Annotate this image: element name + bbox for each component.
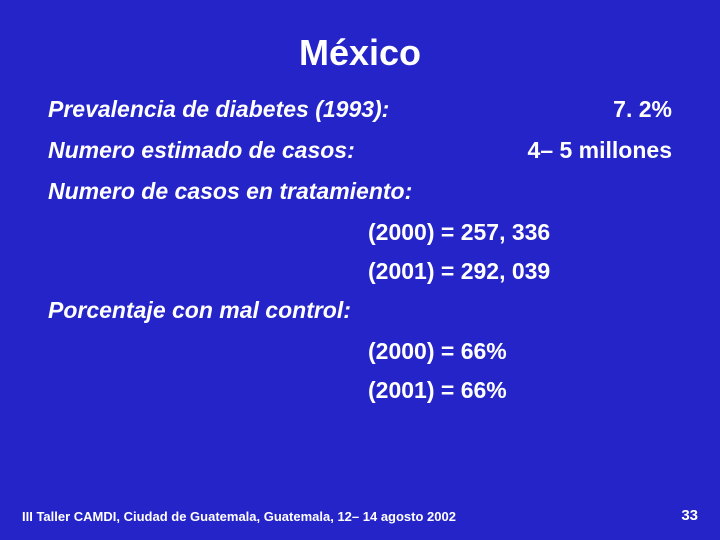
treatment-header: Numero de casos en tratamiento: (48, 178, 672, 205)
control-header: Porcentaje con mal control: (48, 297, 672, 324)
treatment-line: (2000) = 257, 336 (368, 219, 672, 246)
stat-value: 4– 5 millones (492, 137, 672, 164)
treatment-line: (2001) = 292, 039 (368, 258, 672, 285)
stat-row: Prevalencia de diabetes (1993): 7. 2% (48, 96, 672, 123)
slide-title: México (48, 32, 672, 74)
control-line: (2000) = 66% (368, 338, 672, 365)
page-number: 33 (681, 507, 698, 524)
treatment-values: (2000) = 257, 336 (2001) = 292, 039 (48, 219, 672, 285)
control-values: (2000) = 66% (2001) = 66% (48, 338, 672, 404)
stat-row: Numero estimado de casos: 4– 5 millones (48, 137, 672, 164)
stat-label: Prevalencia de diabetes (1993): (48, 96, 389, 123)
control-line: (2001) = 66% (368, 377, 672, 404)
stat-value: 7. 2% (492, 96, 672, 123)
slide: México Prevalencia de diabetes (1993): 7… (0, 0, 720, 540)
footer-text: III Taller CAMDI, Ciudad de Guatemala, G… (22, 509, 456, 524)
stat-label: Numero estimado de casos: (48, 137, 355, 164)
